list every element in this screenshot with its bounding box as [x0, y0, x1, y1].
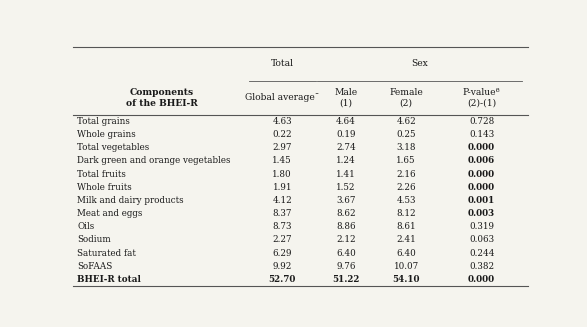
Text: 4.62: 4.62 — [396, 117, 416, 126]
Text: Milk and dairy products: Milk and dairy products — [77, 196, 184, 205]
Text: 0.000: 0.000 — [468, 169, 495, 179]
Text: 3.18: 3.18 — [396, 143, 416, 152]
Text: Oils: Oils — [77, 222, 95, 231]
Text: 1.65: 1.65 — [396, 156, 416, 165]
Text: Whole grains: Whole grains — [77, 130, 136, 139]
Text: 0.006: 0.006 — [468, 156, 495, 165]
Text: Total fruits: Total fruits — [77, 169, 126, 179]
Text: 0.25: 0.25 — [396, 130, 416, 139]
Text: 4.53: 4.53 — [396, 196, 416, 205]
Text: 54.10: 54.10 — [392, 275, 420, 284]
Text: 52.70: 52.70 — [268, 275, 296, 284]
Text: 1.91: 1.91 — [272, 183, 292, 192]
Text: Global averageˉ: Global averageˉ — [245, 93, 319, 102]
Text: 0.319: 0.319 — [469, 222, 494, 231]
Text: 0.22: 0.22 — [272, 130, 292, 139]
Text: 9.76: 9.76 — [336, 262, 356, 271]
Text: 8.86: 8.86 — [336, 222, 356, 231]
Text: 0.382: 0.382 — [469, 262, 494, 271]
Text: 0.000: 0.000 — [468, 143, 495, 152]
Text: SoFAAS: SoFAAS — [77, 262, 113, 271]
Text: 1.24: 1.24 — [336, 156, 356, 165]
Text: 10.07: 10.07 — [393, 262, 419, 271]
Text: 2.26: 2.26 — [396, 183, 416, 192]
Text: 4.12: 4.12 — [272, 196, 292, 205]
Text: Meat and eggs: Meat and eggs — [77, 209, 143, 218]
Text: Female
(2): Female (2) — [389, 88, 423, 108]
Text: 0.003: 0.003 — [468, 209, 495, 218]
Text: 8.73: 8.73 — [272, 222, 292, 231]
Text: 0.19: 0.19 — [336, 130, 356, 139]
Text: Components
of the BHEI-R: Components of the BHEI-R — [126, 88, 198, 108]
Text: 0.728: 0.728 — [469, 117, 494, 126]
Text: 6.29: 6.29 — [272, 249, 292, 258]
Text: 0.063: 0.063 — [469, 235, 494, 244]
Text: 4.63: 4.63 — [272, 117, 292, 126]
Text: 2.97: 2.97 — [272, 143, 292, 152]
Text: Whole fruits: Whole fruits — [77, 183, 132, 192]
Text: 2.41: 2.41 — [396, 235, 416, 244]
Text: 0.001: 0.001 — [468, 196, 495, 205]
Text: 2.12: 2.12 — [336, 235, 356, 244]
Text: 3.67: 3.67 — [336, 196, 356, 205]
Text: 0.000: 0.000 — [468, 183, 495, 192]
Text: Total: Total — [271, 59, 294, 68]
Text: 2.16: 2.16 — [396, 169, 416, 179]
Text: BHEI-R total: BHEI-R total — [77, 275, 141, 284]
Text: 6.40: 6.40 — [396, 249, 416, 258]
Text: Sodium: Sodium — [77, 235, 111, 244]
Text: 8.12: 8.12 — [396, 209, 416, 218]
Text: 2.74: 2.74 — [336, 143, 356, 152]
Text: Saturated fat: Saturated fat — [77, 249, 136, 258]
Text: 6.40: 6.40 — [336, 249, 356, 258]
Text: 0.000: 0.000 — [468, 275, 495, 284]
Text: 51.22: 51.22 — [332, 275, 360, 284]
Text: 1.80: 1.80 — [272, 169, 292, 179]
Text: 8.62: 8.62 — [336, 209, 356, 218]
Text: 4.64: 4.64 — [336, 117, 356, 126]
Text: Dark green and orange vegetables: Dark green and orange vegetables — [77, 156, 231, 165]
Text: 2.27: 2.27 — [272, 235, 292, 244]
Text: 1.45: 1.45 — [272, 156, 292, 165]
Text: Male
(1): Male (1) — [335, 88, 357, 108]
Text: Sex: Sex — [411, 59, 428, 68]
Text: 0.244: 0.244 — [469, 249, 494, 258]
Text: P-valueª
(2)-(1): P-valueª (2)-(1) — [463, 88, 501, 108]
Text: 8.61: 8.61 — [396, 222, 416, 231]
Text: 9.92: 9.92 — [272, 262, 292, 271]
Text: 0.143: 0.143 — [469, 130, 494, 139]
Text: Total grains: Total grains — [77, 117, 130, 126]
Text: 8.37: 8.37 — [272, 209, 292, 218]
Text: 1.52: 1.52 — [336, 183, 356, 192]
Text: Total vegetables: Total vegetables — [77, 143, 150, 152]
Text: 1.41: 1.41 — [336, 169, 356, 179]
